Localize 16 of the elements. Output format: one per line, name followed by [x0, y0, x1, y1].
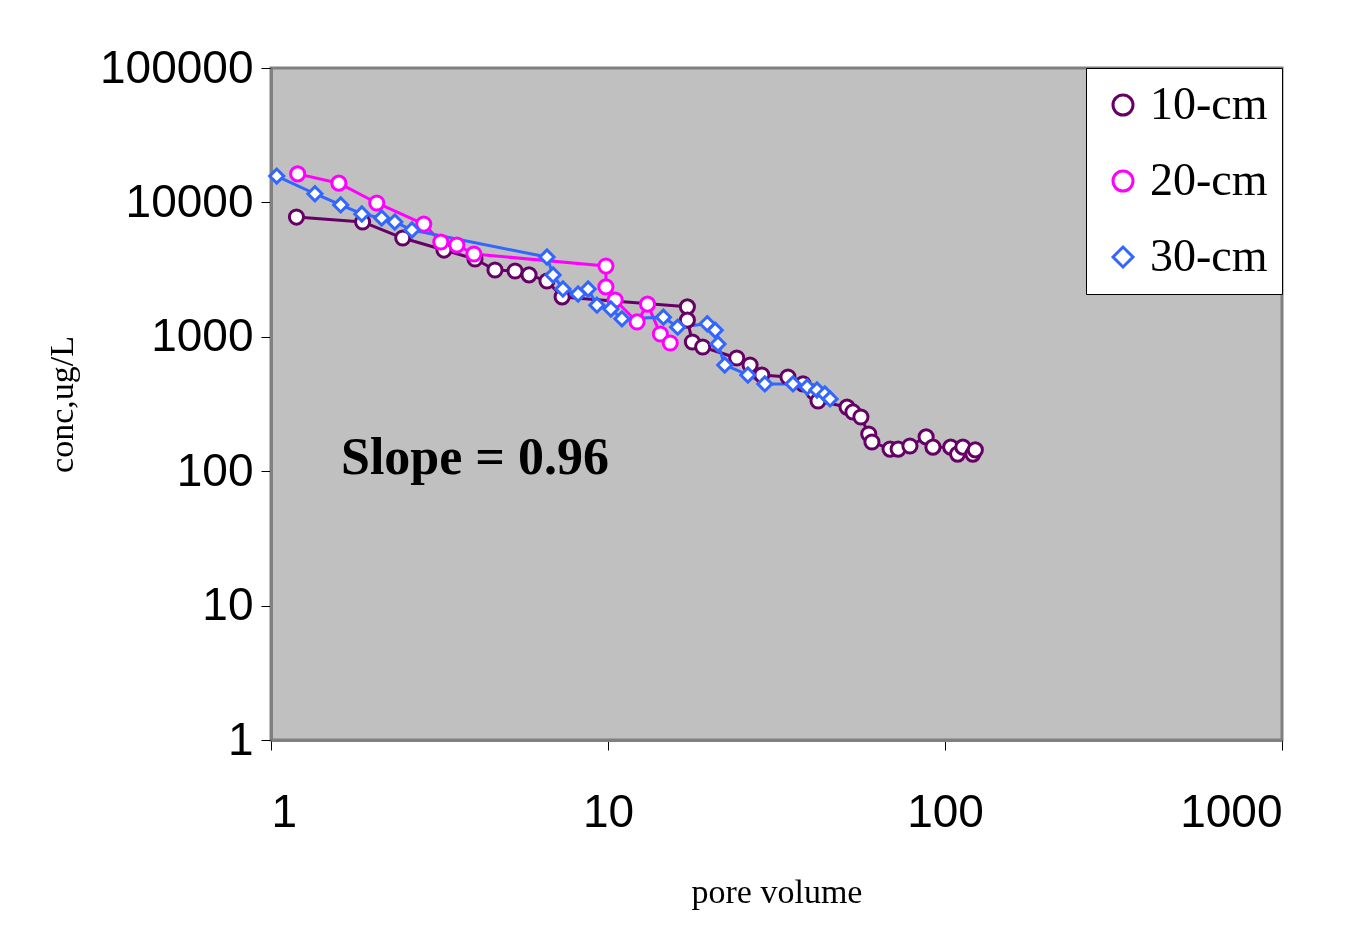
- y-tick-label: 100000: [100, 40, 254, 93]
- annotation: Slope = 0.96: [341, 428, 609, 485]
- x-tick-label: 10: [582, 784, 635, 837]
- y-tick-label: 10: [202, 578, 254, 631]
- legend-label: 10-cm: [1150, 78, 1268, 129]
- y-tick-label: 1: [227, 712, 254, 765]
- y-tick-label: 10000: [125, 174, 254, 227]
- legend-label: 20-cm: [1150, 154, 1268, 205]
- y-tick-label: 100: [176, 443, 254, 496]
- x-tick-label: 1: [271, 784, 298, 837]
- y-axis-title: conc,ug/L: [43, 336, 80, 473]
- y-tick-label: 1000: [151, 309, 254, 362]
- x-tick-label: 100: [907, 784, 984, 837]
- x-axis-title: pore volume: [691, 872, 863, 910]
- x-tick-label: 1000: [1180, 784, 1283, 837]
- legend-label: 30-cm: [1150, 230, 1268, 281]
